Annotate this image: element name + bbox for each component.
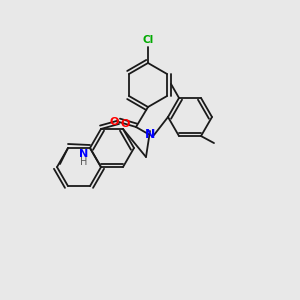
Text: O: O: [109, 117, 119, 127]
Text: O: O: [120, 119, 130, 129]
Text: Cl: Cl: [142, 35, 154, 45]
Text: H: H: [80, 157, 88, 167]
Text: N: N: [80, 149, 88, 159]
Text: N: N: [145, 128, 155, 142]
